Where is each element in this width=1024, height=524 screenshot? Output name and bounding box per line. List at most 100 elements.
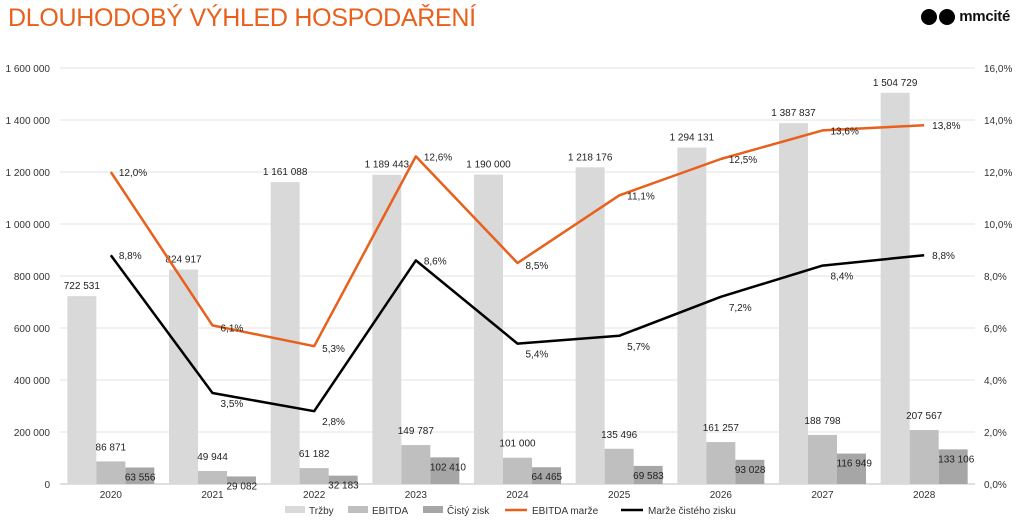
bar-data-label: 1 504 729 [873,78,918,89]
legend-label: EBITDA [372,506,408,517]
bar-čistý-zisk [837,453,866,484]
logo-dot-icon [921,8,938,25]
bar-data-label: 133 106 [938,454,975,465]
bar-data-label: 63 556 [125,472,156,483]
line-data-label: 13,8% [932,121,960,132]
bar-čistý-zisk [633,465,663,484]
bar-ebitda [401,445,431,484]
y-right-tick-label: 12,0% [984,168,1012,179]
bar-ebitda [604,448,634,484]
y-right-tick-label: 8,0% [984,272,1007,283]
bar-čistý-zisk [532,467,561,484]
bar-tržby [880,92,910,485]
bar-data-label: 824 917 [165,255,202,266]
x-tick-label: 2025 [608,490,631,501]
bar-tržby [169,269,198,484]
bar-data-label: 86 871 [96,442,127,453]
legend-label: Čistý zisk [447,504,490,517]
line-data-label: 8,6% [424,256,447,267]
bar-data-label: 61 182 [299,449,330,460]
line-data-label: 5,3% [322,344,345,355]
x-tick-label: 2022 [303,490,326,501]
bar-data-label: 1 190 000 [466,160,511,171]
bar-data-label: 135 496 [601,430,638,441]
bar-tržby [677,147,707,484]
bar-data-label: 1 294 131 [670,133,715,144]
y-left-tick-label: 600 000 [14,324,51,335]
y-left-tick-label: 200 000 [14,428,51,439]
y-left-tick-label: 1 400 000 [6,116,51,127]
bar-čistý-zisk [430,457,460,484]
bar-ebitda [503,457,532,484]
y-right-tick-label: 6,0% [984,324,1007,335]
y-left-tick-label: 1 200 000 [6,168,51,179]
y-right-tick-label: 16,0% [984,64,1012,75]
line-marze-cisteho-zisku [109,253,925,413]
line-data-label: 3,5% [221,399,244,410]
bar-data-label: 101 000 [499,439,536,450]
legend-swatch [285,506,305,513]
line-data-label: 12,6% [424,152,452,163]
bar-tržby [779,123,808,484]
bar-data-label: 102 410 [430,462,467,473]
bar-data-label: 1 387 837 [771,108,816,119]
bar-data-label: 161 257 [703,423,740,434]
y-right-tick-label: 10,0% [984,220,1012,231]
bar-ebitda [808,434,837,484]
bar-ebitda [299,468,329,484]
company-logo: mmcité [921,8,1010,25]
bar-data-label: 207 567 [906,411,943,422]
y-right-tick-label: 14,0% [984,116,1012,127]
bar-data-label: 116 949 [837,459,873,470]
x-tick-label: 2028 [913,490,936,501]
y-left-tick-label: 1 000 000 [6,220,51,231]
bar-ebitda [198,471,227,484]
bar-data-label: 64 465 [532,472,563,483]
bar-tržby [67,296,97,484]
page-title: DLOUHODOBÝ VÝHLED HOSPODAŘENÍ [8,4,476,32]
y-left-tick-label: 0 [44,480,50,491]
line-data-label: 5,7% [627,342,650,353]
line-data-label: 8,5% [526,261,549,272]
line-data-label: 11,1% [627,191,655,202]
bar-čistý-zisk [125,467,155,484]
bar-ebitda [909,430,939,484]
line-data-label: 2,8% [322,417,345,428]
bar-data-label: 188 798 [804,416,841,427]
logo-dot-icon [939,8,956,25]
bar-ebitda [706,442,736,484]
bar-data-label: 29 082 [227,481,258,492]
y-left-tick-label: 1 600 000 [6,64,51,75]
y-right-tick-label: 4,0% [984,376,1007,387]
bar-data-label: 722 531 [64,281,101,292]
y-left-tick-label: 800 000 [14,272,51,283]
bar-čistý-zisk [938,449,968,484]
line-data-label: 8,4% [831,272,854,283]
legend-label: EBITDA marže [532,506,599,517]
bar-čistý-zisk [735,459,765,484]
bar-data-label: 69 583 [633,471,664,482]
legend-swatch [348,506,368,513]
line-data-label: 8,8% [119,251,142,262]
y-left-tick-label: 400 000 [14,376,51,387]
x-tick-label: 2021 [201,490,224,501]
bar-čistý-zisk [328,475,358,484]
line-data-label: 7,2% [729,303,752,314]
legend-label: Marže čistého zisku [648,506,736,517]
line-data-label: 5,4% [526,350,549,361]
bar-data-label: 1 161 088 [263,167,308,178]
line-data-label: 12,0% [119,168,147,179]
line-data-label: 13,6% [831,126,859,137]
line-data-label: 6,1% [221,323,244,334]
legend-label: Tržby [309,506,334,517]
logo-text: mmcité [959,8,1010,25]
bar-data-label: 32 183 [328,481,359,492]
bar-čistý-zisk [227,476,256,484]
x-tick-label: 2026 [710,490,733,501]
x-tick-label: 2027 [811,490,834,501]
y-right-tick-label: 2,0% [984,428,1007,439]
legend-swatch [423,506,443,513]
y-right-tick-label: 0,0% [984,480,1007,491]
bar-data-label: 93 028 [735,465,766,476]
